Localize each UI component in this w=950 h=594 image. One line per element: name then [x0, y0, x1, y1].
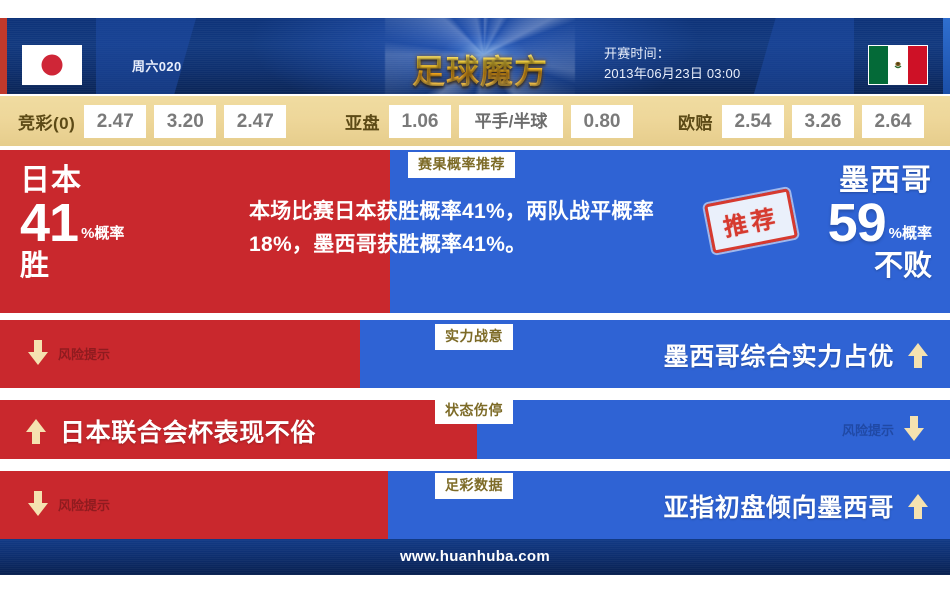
header-edge-blue: [943, 18, 950, 94]
odds-group-jingcai: 竞彩(0) 2.47 3.20 2.47: [18, 96, 294, 146]
footer-bar: www.huanhuba.com: [0, 539, 950, 575]
probability-description: 本场比赛日本获胜概率41%，两队战平概率18%，墨西哥获胜概率41%。: [249, 200, 655, 256]
tag-form-injury: 状态伤停: [435, 398, 513, 424]
home-risk-text: 风险提示: [58, 346, 111, 362]
away-outcome-label: 不败: [873, 250, 932, 282]
odds-cell-home[interactable]: 2.54: [722, 104, 784, 138]
odds-cell-draw[interactable]: 3.20: [154, 104, 217, 138]
home-risk-note: 风险提示: [28, 340, 110, 366]
home-probability-suffix: %概率: [81, 225, 125, 242]
factor-row-home-side: [0, 471, 388, 539]
japan-flag: [22, 45, 82, 85]
kickoff-label: 开赛时间：: [604, 46, 671, 61]
odds-cell-away[interactable]: 2.47: [224, 104, 287, 138]
kickoff-time: 开赛时间： 2013年06月23日 03:00: [604, 44, 834, 84]
factor-row-home-side: [0, 400, 477, 459]
logo-text: 足球魔方: [405, 45, 555, 93]
arrow-down-icon: [28, 491, 48, 517]
factor-row-strength: 风险提示 墨西哥综合实力占优: [0, 320, 950, 388]
arrow-down-icon: [904, 416, 924, 442]
footer-url[interactable]: www.huanhuba.com: [399, 548, 551, 565]
probability-panel-home-side: [0, 150, 390, 313]
mexico-coat-of-arms-icon: [894, 61, 902, 69]
away-betting-headline: 亚指初盘倾向墨西哥: [664, 488, 928, 524]
match-header: 周六020 足球魔方 开赛时间： 2013年06月23日 03:00: [0, 18, 950, 94]
home-probability-block: 日本 41 %概率 胜: [20, 164, 124, 282]
away-probability-value: 59: [827, 193, 887, 253]
home-outcome-label: 胜: [20, 250, 50, 282]
away-risk-note: 风险提示: [842, 416, 924, 442]
header-edge-red: [0, 18, 7, 94]
away-team-name: 墨西哥: [839, 164, 932, 197]
odds-group-label: 亚盘: [345, 113, 380, 133]
tag-betting-data: 足彩数据: [435, 473, 513, 499]
odds-cell-away[interactable]: 2.64: [862, 104, 924, 138]
odds-group-label: 欧赔: [678, 113, 713, 133]
away-strength-text: 墨西哥综合实力占优: [663, 343, 894, 371]
odds-group-label: 竞彩(0): [18, 113, 76, 133]
odds-group-asian: 亚盘 1.06 平手/半球 0.80: [345, 96, 641, 146]
factor-row-form-injury: 日本联合会杯表现不俗 风险提示: [0, 400, 950, 459]
mexico-flag-red: [907, 46, 927, 84]
factor-row-away-side: [477, 400, 950, 459]
away-betting-text: 亚指初盘倾向墨西哥: [663, 494, 894, 522]
match-number: 周六020: [132, 59, 182, 74]
arrow-up-icon: [26, 418, 46, 444]
odds-cell-handicap[interactable]: 平手/半球: [459, 104, 563, 138]
probability-panel: 日本 41 %概率 胜 本场比赛日本获胜概率41%，两队战平概率18%，墨西哥获…: [0, 150, 950, 313]
factor-row-betting-data: 风险提示 亚指初盘倾向墨西哥: [0, 471, 950, 539]
away-strength-headline: 墨西哥综合实力占优: [664, 337, 928, 373]
arrow-up-icon: [908, 493, 928, 519]
home-team-name: 日本: [20, 164, 82, 197]
odds-group-european: 欧赔 2.54 3.26 2.64: [678, 96, 932, 146]
home-risk-note: 风险提示: [28, 491, 110, 517]
odds-cell-home[interactable]: 2.47: [84, 104, 147, 138]
away-probability-block: 墨西哥 59 %概率 不败: [828, 164, 932, 282]
arrow-down-icon: [28, 340, 48, 366]
away-risk-text: 风险提示: [841, 422, 894, 438]
home-form-text: 日本联合会杯表现不俗: [60, 419, 317, 447]
tag-result-probability: 赛果概率推荐: [408, 152, 515, 178]
header-diagonal-right: [684, 18, 854, 94]
logo-starburst-icon: [385, 18, 575, 94]
odds-bar: 竞彩(0) 2.47 3.20 2.47 亚盘 1.06 平手/半球 0.80 …: [0, 96, 950, 146]
factor-row-home-side: [0, 320, 360, 388]
home-probability-value: 41: [20, 193, 79, 253]
header-diagonal-left: [96, 18, 266, 94]
away-probability-suffix: %概率: [888, 225, 932, 242]
home-form-headline: 日本联合会杯表现不俗: [26, 413, 316, 449]
kickoff-value: 2013年06月23日 03:00: [604, 66, 741, 81]
arrow-up-icon: [908, 342, 928, 368]
odds-cell-home[interactable]: 1.06: [389, 104, 451, 138]
mexico-flag-green: [869, 46, 889, 84]
site-logo[interactable]: 足球魔方: [385, 18, 575, 94]
tag-strength-intent: 实力战意: [435, 324, 513, 350]
home-risk-text: 风险提示: [58, 497, 111, 513]
odds-cell-away[interactable]: 0.80: [571, 104, 633, 138]
japan-flag-disc: [41, 54, 63, 76]
mexico-flag: [868, 45, 928, 85]
odds-cell-draw[interactable]: 3.26: [792, 104, 854, 138]
